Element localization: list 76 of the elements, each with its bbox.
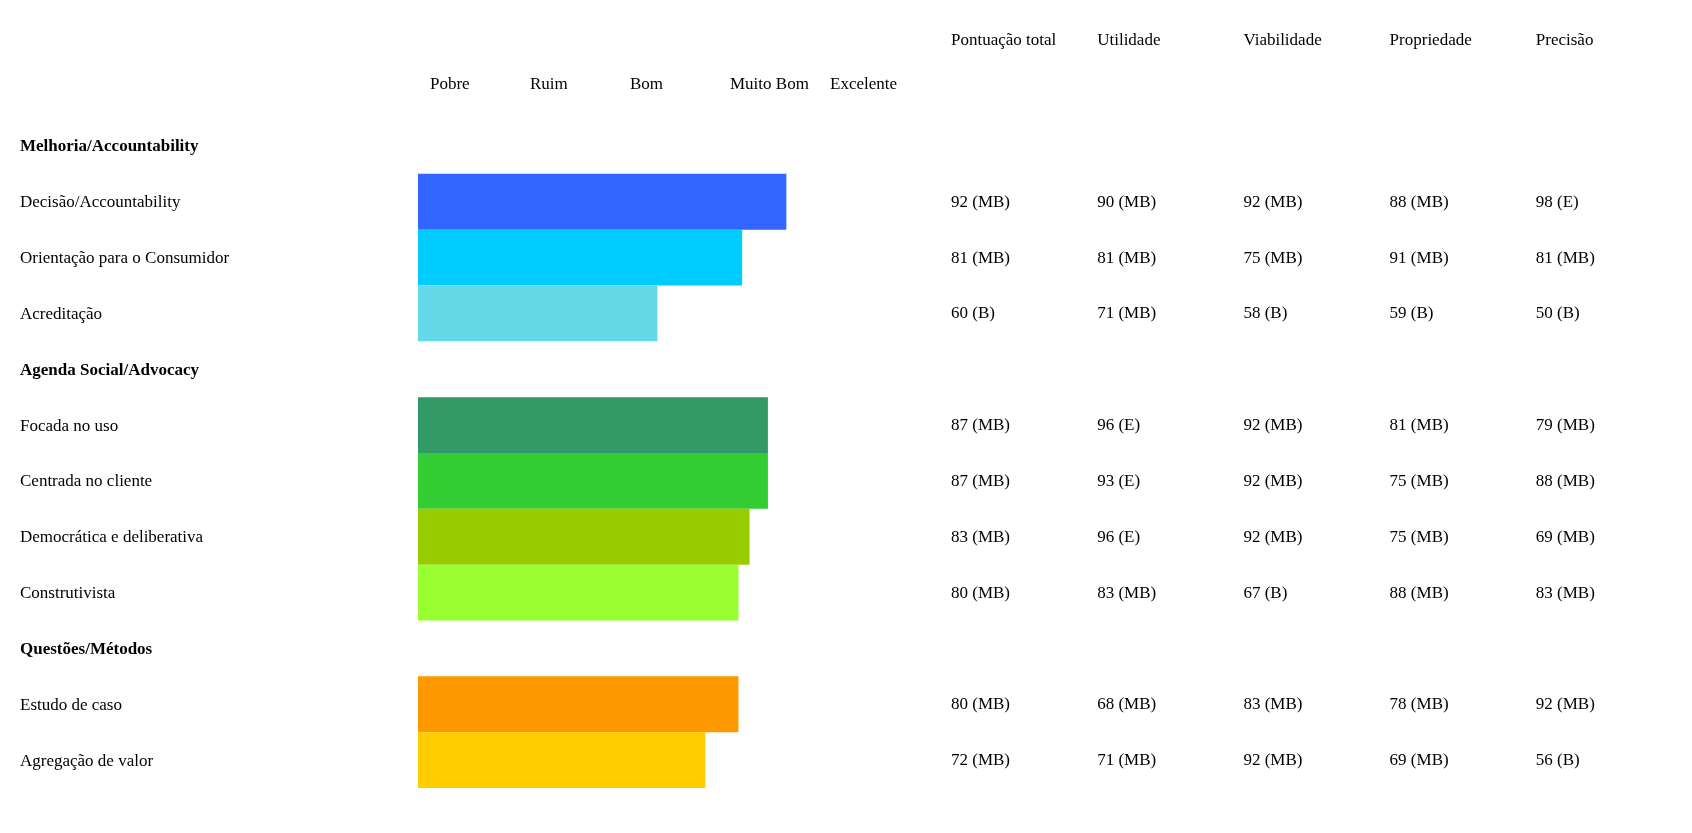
bar xyxy=(418,285,658,342)
text: 60 (B) xyxy=(951,303,995,323)
text: 88 (MB) xyxy=(1389,191,1449,211)
y-tick-label: Agregação de valor xyxy=(20,750,154,770)
text: 87 (MB) xyxy=(951,415,1011,435)
text: 72 (MB) xyxy=(951,750,1011,770)
text: Bom xyxy=(630,73,664,93)
text: 80 (MB) xyxy=(951,582,1011,602)
text: 56 (B) xyxy=(1535,750,1580,770)
y-tick-label: Melhoria/Accountability xyxy=(20,136,199,156)
text: 98 (E) xyxy=(1535,191,1579,211)
text: 78 (MB) xyxy=(1389,694,1449,714)
y-tick-label: Agenda Social/Advocacy xyxy=(20,359,200,379)
text: 75 (MB) xyxy=(1389,526,1449,546)
text: 83 (MB) xyxy=(951,526,1011,546)
text: 69 (MB) xyxy=(1535,526,1595,546)
text: 90 (MB) xyxy=(1097,191,1157,211)
category-label: Pontuação total xyxy=(951,29,1057,49)
text: 58 (B) xyxy=(1243,303,1288,323)
text: 67 (B) xyxy=(1243,582,1288,602)
text: 96 (E) xyxy=(1097,526,1141,546)
text: 92 (MB) xyxy=(1243,415,1303,435)
bar xyxy=(418,397,768,453)
category-label: Viabilidade xyxy=(1243,29,1322,49)
text: 50 (B) xyxy=(1535,303,1580,323)
text: 83 (MB) xyxy=(1535,582,1595,602)
text: 96 (E) xyxy=(1097,415,1141,435)
bar xyxy=(418,732,706,788)
bar xyxy=(418,564,739,621)
text: Ruim xyxy=(530,73,568,93)
text: 92 (MB) xyxy=(1243,191,1303,211)
y-tick-label: Acreditação xyxy=(20,303,103,323)
bar xyxy=(418,676,739,733)
text: 75 (MB) xyxy=(1389,470,1449,490)
text: 80 (MB) xyxy=(951,694,1011,714)
text: 81 (MB) xyxy=(951,247,1011,267)
text: 81 (MB) xyxy=(1389,415,1449,435)
y-tick-label: Estudo de caso xyxy=(20,694,122,714)
text: 92 (MB) xyxy=(1243,750,1303,770)
text: 71 (MB) xyxy=(1097,750,1157,770)
text: Pobre xyxy=(430,73,470,93)
text: 69 (MB) xyxy=(1389,750,1449,770)
text: 88 (MB) xyxy=(1535,470,1595,490)
text: 81 (MB) xyxy=(1097,247,1157,267)
y-tick-label: Orientação para o Consumidor xyxy=(20,248,230,268)
text: 91 (MB) xyxy=(1389,247,1449,267)
bar xyxy=(418,508,750,565)
category-label: Utilidade xyxy=(1097,29,1161,49)
text: 92 (MB) xyxy=(1243,526,1303,546)
text: 92 (MB) xyxy=(951,191,1011,211)
y-tick-label: Decisão/Accountability xyxy=(20,192,181,212)
text: 83 (MB) xyxy=(1243,694,1303,714)
y-tick-label: Focada no uso xyxy=(20,415,119,435)
bar xyxy=(418,173,787,230)
text: 68 (MB) xyxy=(1097,694,1157,714)
bar xyxy=(418,229,743,286)
text: 83 (MB) xyxy=(1097,582,1157,602)
text: 87 (MB) xyxy=(951,470,1011,490)
y-tick-label: Centrada no cliente xyxy=(20,471,153,491)
y-tick-label: Democrática e deliberativa xyxy=(20,527,204,547)
text: 93 (E) xyxy=(1097,470,1141,490)
text: 59 (B) xyxy=(1389,303,1434,323)
category-label: Precisão xyxy=(1535,29,1594,49)
bar xyxy=(418,453,768,509)
text: Muito Bom xyxy=(730,73,809,93)
y-tick-label: Construtivista xyxy=(20,583,116,603)
text: 71 (MB) xyxy=(1097,303,1157,323)
y-tick-label: Questões/Métodos xyxy=(20,638,153,658)
text: 92 (MB) xyxy=(1243,470,1303,490)
text: 75 (MB) xyxy=(1243,247,1303,267)
text: Excelente xyxy=(830,73,898,93)
text: 81 (MB) xyxy=(1535,247,1595,267)
text: 79 (MB) xyxy=(1535,415,1595,435)
category-label: Propriedade xyxy=(1389,29,1472,49)
text: 92 (MB) xyxy=(1535,694,1595,714)
text: 88 (MB) xyxy=(1389,582,1449,602)
